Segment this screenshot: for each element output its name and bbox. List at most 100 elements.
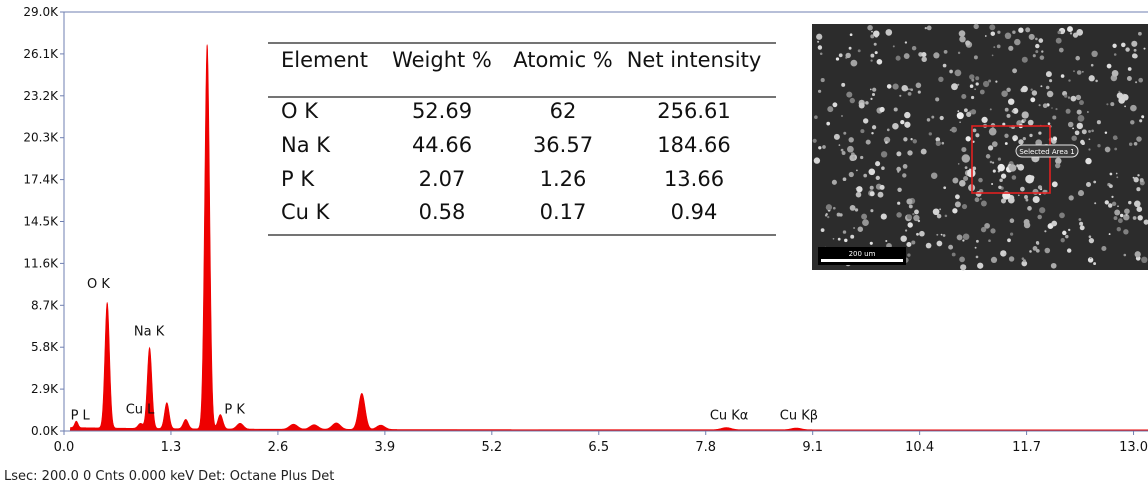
sem-particle xyxy=(1143,219,1148,225)
sem-particle xyxy=(1115,172,1118,175)
sem-particle xyxy=(1058,47,1064,53)
sem-particle xyxy=(824,214,828,217)
sem-particle xyxy=(814,115,818,119)
sem-particle xyxy=(1077,190,1085,197)
sem-particle xyxy=(989,24,996,31)
sem-particle xyxy=(958,30,966,37)
sem-particle xyxy=(817,89,822,93)
sem-particle xyxy=(936,233,939,236)
table-cell: 0.94 xyxy=(671,200,718,224)
sem-particle xyxy=(926,118,931,122)
table-cell: P K xyxy=(281,167,315,191)
sem-particle xyxy=(1133,141,1138,146)
y-tick-label: 2.9K xyxy=(31,382,59,396)
sem-particle xyxy=(905,229,908,232)
sem-particle xyxy=(903,53,910,60)
sem-particle xyxy=(826,121,831,126)
sem-particle xyxy=(896,212,902,218)
sem-particle xyxy=(832,206,836,210)
sem-particle xyxy=(849,154,856,162)
sem-particle xyxy=(990,31,996,36)
peak-label: Cu Kβ xyxy=(780,408,818,423)
sem-particle xyxy=(910,88,914,92)
sem-particle xyxy=(940,233,943,236)
sem-particle xyxy=(1035,43,1040,49)
sem-particle xyxy=(954,69,962,77)
sem-particle xyxy=(959,180,966,187)
sem-particle xyxy=(850,59,858,67)
sem-particle xyxy=(1091,129,1094,133)
sem-particle xyxy=(942,234,946,237)
sem-particle xyxy=(1143,47,1146,50)
sem-particle xyxy=(1047,122,1051,125)
sem-particle xyxy=(961,204,968,210)
sem-particle xyxy=(1139,178,1144,183)
sem-particle xyxy=(1024,195,1028,199)
sem-particle xyxy=(1020,186,1025,192)
sem-particle xyxy=(879,184,885,190)
sem-particle xyxy=(985,154,991,159)
sem-particle xyxy=(876,58,883,65)
sem-particle xyxy=(917,219,921,223)
sem-particle xyxy=(840,148,844,152)
sem-particle xyxy=(1079,221,1084,226)
sem-particle xyxy=(1008,45,1014,51)
sem-particle xyxy=(861,213,868,220)
sem-particle xyxy=(1131,53,1138,59)
sem-particle xyxy=(827,215,830,219)
sem-particle xyxy=(1095,79,1098,83)
sem-particle xyxy=(911,240,916,245)
sem-particle xyxy=(1021,56,1028,63)
sem-particle xyxy=(970,109,977,115)
sem-particle xyxy=(988,79,992,83)
sem-particle xyxy=(817,45,823,50)
sem-particle xyxy=(817,40,820,43)
sem-particle xyxy=(1139,119,1143,123)
sem-particle xyxy=(1137,215,1143,221)
sem-particle xyxy=(930,172,938,179)
sem-particle xyxy=(871,131,874,135)
sem-particle xyxy=(1053,136,1058,141)
sem-particle xyxy=(1006,87,1011,93)
sem-particle xyxy=(919,230,925,237)
sem-particle xyxy=(855,191,862,198)
sem-particle xyxy=(865,101,869,105)
y-tick-label: 17.4K xyxy=(23,173,59,187)
sem-particle xyxy=(948,244,954,250)
sem-particle xyxy=(904,41,908,44)
sem-particle xyxy=(962,233,970,240)
sem-particle xyxy=(975,239,979,243)
sem-particle xyxy=(1055,157,1062,165)
sem-particle xyxy=(1032,195,1040,204)
sem-particle xyxy=(886,128,890,132)
sem-particle xyxy=(975,133,980,138)
sem-particle xyxy=(961,147,967,153)
sem-particle xyxy=(1051,107,1053,109)
sem-particle xyxy=(1123,229,1129,235)
sem-particle xyxy=(873,30,880,37)
sem-particle xyxy=(1044,230,1047,233)
sem-particle xyxy=(856,186,863,193)
sem-particle xyxy=(974,197,980,203)
sem-particle xyxy=(911,45,917,51)
sem-particle xyxy=(935,97,940,102)
status-bar-text: Lsec: 200.0 0 Cnts 0.000 keV Det: Octane… xyxy=(4,469,334,484)
sem-particle xyxy=(936,213,942,219)
sem-particle xyxy=(1055,37,1062,44)
sem-particle xyxy=(1041,50,1044,53)
sem-particle xyxy=(1017,194,1020,197)
sem-particle xyxy=(993,46,996,49)
x-axis: 0.0 1.3 2.6 3.9 5.2 6.5 7.8 9.1 10.4 11.7 13.0 xyxy=(54,431,1148,455)
sem-particle xyxy=(892,83,899,90)
sem-particle xyxy=(1071,135,1077,141)
table-cell: 256.61 xyxy=(657,99,730,123)
sem-particle xyxy=(822,145,826,149)
sem-particle xyxy=(1088,235,1092,238)
sem-particle xyxy=(962,239,965,242)
sem-particle xyxy=(1088,237,1095,244)
peak-label: P K xyxy=(224,403,245,418)
sem-particle xyxy=(959,256,965,263)
sem-particle xyxy=(892,122,899,130)
sem-particle xyxy=(974,246,977,249)
sem-particle xyxy=(1025,198,1029,202)
